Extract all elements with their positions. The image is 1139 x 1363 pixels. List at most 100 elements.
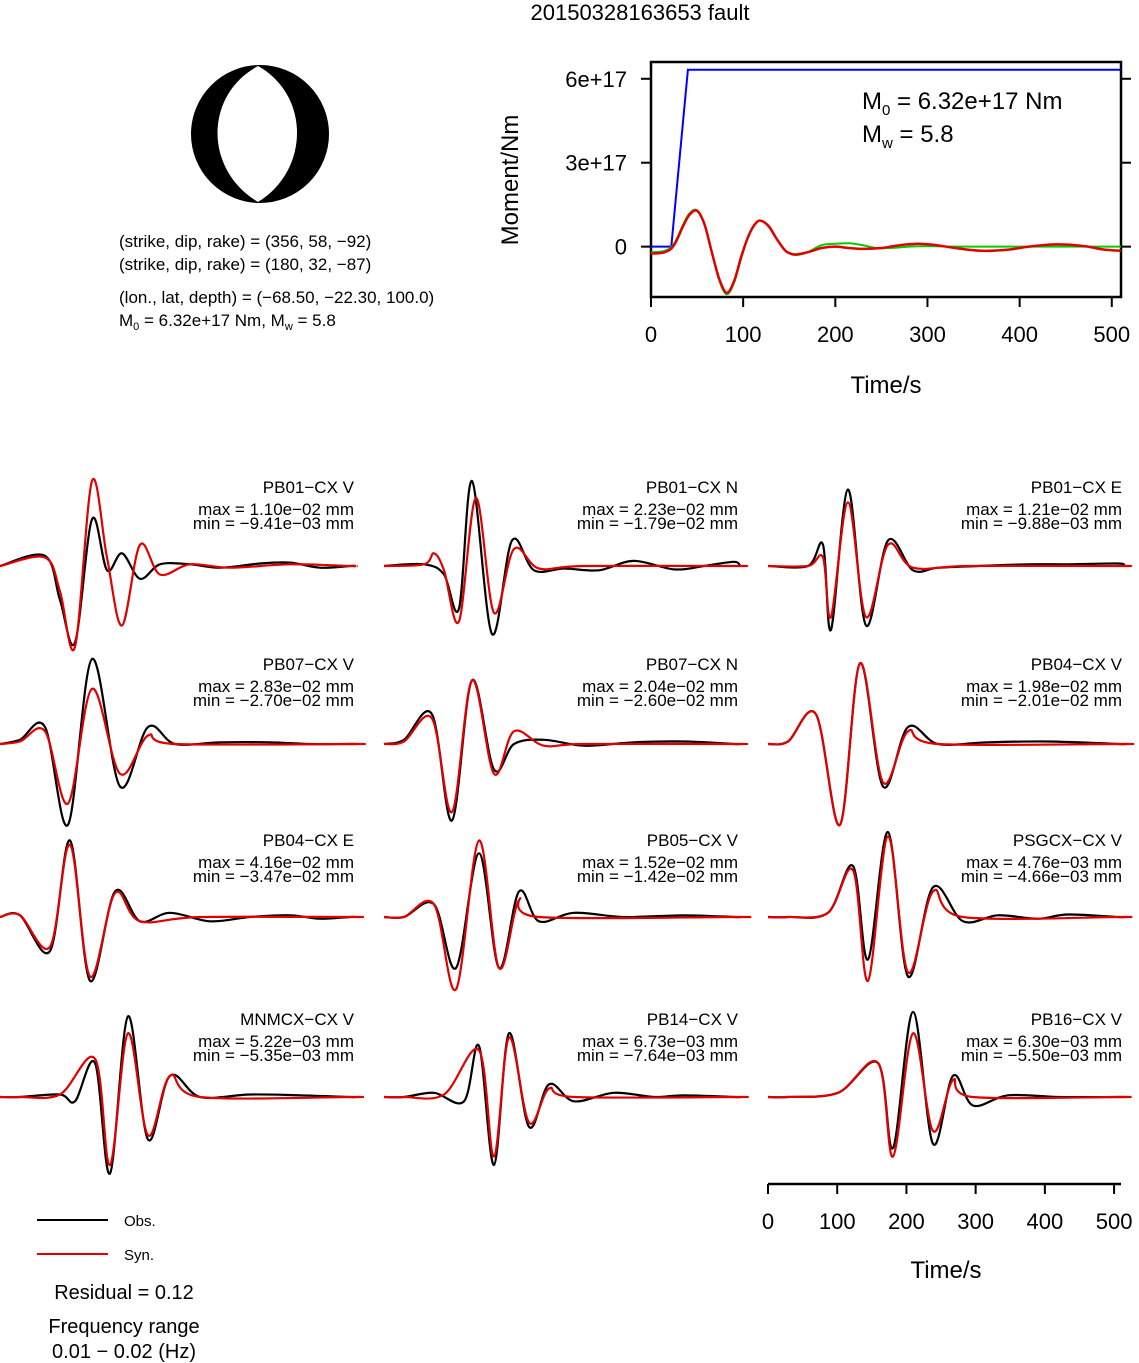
residual-text: Residual = 0.12 — [54, 1282, 194, 1304]
stf-series — [650, 68, 1122, 296]
observed-trace — [383, 479, 741, 636]
mechanism-location: (lon., lat, depth) = (−68.50, −22.30, 10… — [119, 288, 434, 307]
max-amplitude: max = 2.23e−02 mm — [582, 500, 738, 519]
stf-ytick-label: 6e+17 — [565, 67, 627, 92]
min-amplitude: min = −2.70e−02 mm — [193, 691, 354, 710]
mechanism-moment-text: 6.32e+17 Nm, M — [159, 311, 285, 330]
max-amplitude: max = 6.73e−03 mm — [582, 1032, 738, 1051]
stf-xtick-label: 100 — [725, 322, 762, 347]
stf-xlabel: Time/s — [850, 372, 921, 399]
max-amplitude: max = 1.52e−02 mm — [582, 853, 738, 872]
frequency-range-value: 0.01 − 0.02 (Hz) — [52, 1341, 196, 1363]
max-amplitude: max = 4.76e−03 mm — [966, 853, 1122, 872]
station-label: PSGCX−CX V — [1013, 831, 1123, 850]
station-label: PB04−CX E — [263, 831, 354, 850]
synthetic-trace — [383, 1036, 749, 1158]
station-label: PB07−CX N — [646, 655, 738, 674]
stf-xtick-label: 400 — [1001, 322, 1038, 347]
max-amplitude: max = 4.16e−02 mm — [198, 853, 354, 872]
synthetic-trace — [383, 679, 749, 814]
legend-obs-label: Obs. — [124, 1213, 156, 1230]
observed-trace — [0, 516, 357, 647]
beachball-dilatation-lens — [217, 66, 297, 202]
station-label: PB05−CX V — [647, 831, 739, 850]
max-amplitude: max = 6.30e−03 mm — [966, 1032, 1122, 1051]
min-amplitude: min = −1.42e−02 mm — [577, 867, 738, 886]
min-amplitude: min = −9.41e−03 mm — [193, 514, 354, 533]
min-amplitude: min = −7.64e−03 mm — [577, 1046, 738, 1065]
stf-mw-sub: w — [881, 135, 893, 152]
synthetic-trace — [767, 662, 1135, 826]
frequency-range-title: Frequency range — [48, 1316, 199, 1338]
stf-frame — [649, 60, 1123, 299]
synthetic-trace — [0, 687, 367, 805]
stf-mw-m: M — [862, 121, 882, 148]
max-amplitude: max = 1.98e−02 mm — [966, 677, 1122, 696]
min-amplitude: min = −1.79e−02 mm — [577, 514, 738, 533]
stf-xtick-label: 500 — [1093, 322, 1130, 347]
mechanism-plane-1: (strike, dip, rake) = (356, 58, −92) — [119, 232, 371, 251]
min-amplitude: min = −4.66e−03 mm — [961, 867, 1122, 886]
min-amplitude: min = −2.01e−02 mm — [961, 691, 1122, 710]
legend: Obs. Syn. Residual = 0.12 Frequency rang… — [37, 1213, 200, 1363]
beachball — [191, 65, 329, 203]
min-amplitude: min = −5.50e−03 mm — [961, 1046, 1122, 1065]
mechanism-moment-m0-sub: 0 — [133, 321, 139, 333]
synthetic-trace — [0, 843, 365, 978]
min-amplitude: min = −2.60e−02 mm — [577, 691, 738, 710]
station-label: PB01−CX N — [646, 478, 738, 497]
max-amplitude: max = 1.10e−02 mm — [198, 500, 354, 519]
observed-trace — [0, 1015, 358, 1175]
station-label: PB01−CX E — [1031, 478, 1122, 497]
synthetic-trace — [767, 1032, 1132, 1158]
min-amplitude: min = −5.35e−03 mm — [193, 1046, 354, 1065]
stf-m0-sub: 0 — [882, 102, 890, 119]
station-label: PB07−CX V — [263, 655, 355, 674]
synthetic-trace — [767, 501, 1133, 619]
time-tick-label: 200 — [888, 1209, 925, 1234]
station-label: MNMCX−CX V — [240, 1010, 354, 1029]
mechanism-moment-mw-sub: w — [284, 321, 293, 333]
min-amplitude: min = −3.47e−02 mm — [193, 867, 354, 886]
max-amplitude: max = 1.21e−02 mm — [966, 500, 1122, 519]
mechanism-moment-m0: M — [119, 311, 133, 330]
station-label: PB01−CX V — [263, 478, 355, 497]
stf-xtick-label: 0 — [645, 322, 657, 347]
stf-series-fit — [650, 209, 1122, 295]
stf-xtick-label: 300 — [909, 322, 946, 347]
stf-m0-label: M0 = 6.32e+17 Nm — [862, 88, 1062, 119]
station-label: PB16−CX V — [1031, 1010, 1123, 1029]
stf-xtick-label: 200 — [817, 322, 854, 347]
stf-series-cumulative — [651, 68, 1121, 248]
stf-ytick-label: 3e+17 — [565, 151, 627, 176]
time-tick-label: 0 — [762, 1209, 774, 1234]
station-label: PB14−CX V — [647, 1010, 739, 1029]
stf-axes: 0 100 200 300 400 500 0 3e+17 6e+17 — [565, 67, 1131, 347]
station-label: PB04−CX V — [1031, 655, 1123, 674]
mechanism-moment-gap: = — [139, 311, 158, 330]
synthetic-trace — [383, 496, 749, 625]
time-tick-label: 500 — [1096, 1209, 1133, 1234]
time-tick-label: 300 — [957, 1209, 994, 1234]
stf-mw-value: = 5.8 — [893, 121, 954, 148]
min-amplitude: min = −9.88e−03 mm — [961, 514, 1122, 533]
figure-title: 20150328163653 fault — [531, 0, 750, 25]
synthetic-trace — [383, 839, 752, 992]
stf-m0-m: M — [862, 88, 882, 115]
mechanism-moment: M0 = 6.32e+17 Nm, Mw = 5.8 — [119, 311, 336, 333]
time-tick-label: 400 — [1027, 1209, 1064, 1234]
stf-ytick-label: 0 — [615, 235, 627, 260]
stf-m0-value: = 6.32e+17 Nm — [890, 88, 1062, 115]
stf-mw-label: Mw = 5.8 — [862, 121, 954, 152]
max-amplitude: max = 2.83e−02 mm — [198, 677, 354, 696]
